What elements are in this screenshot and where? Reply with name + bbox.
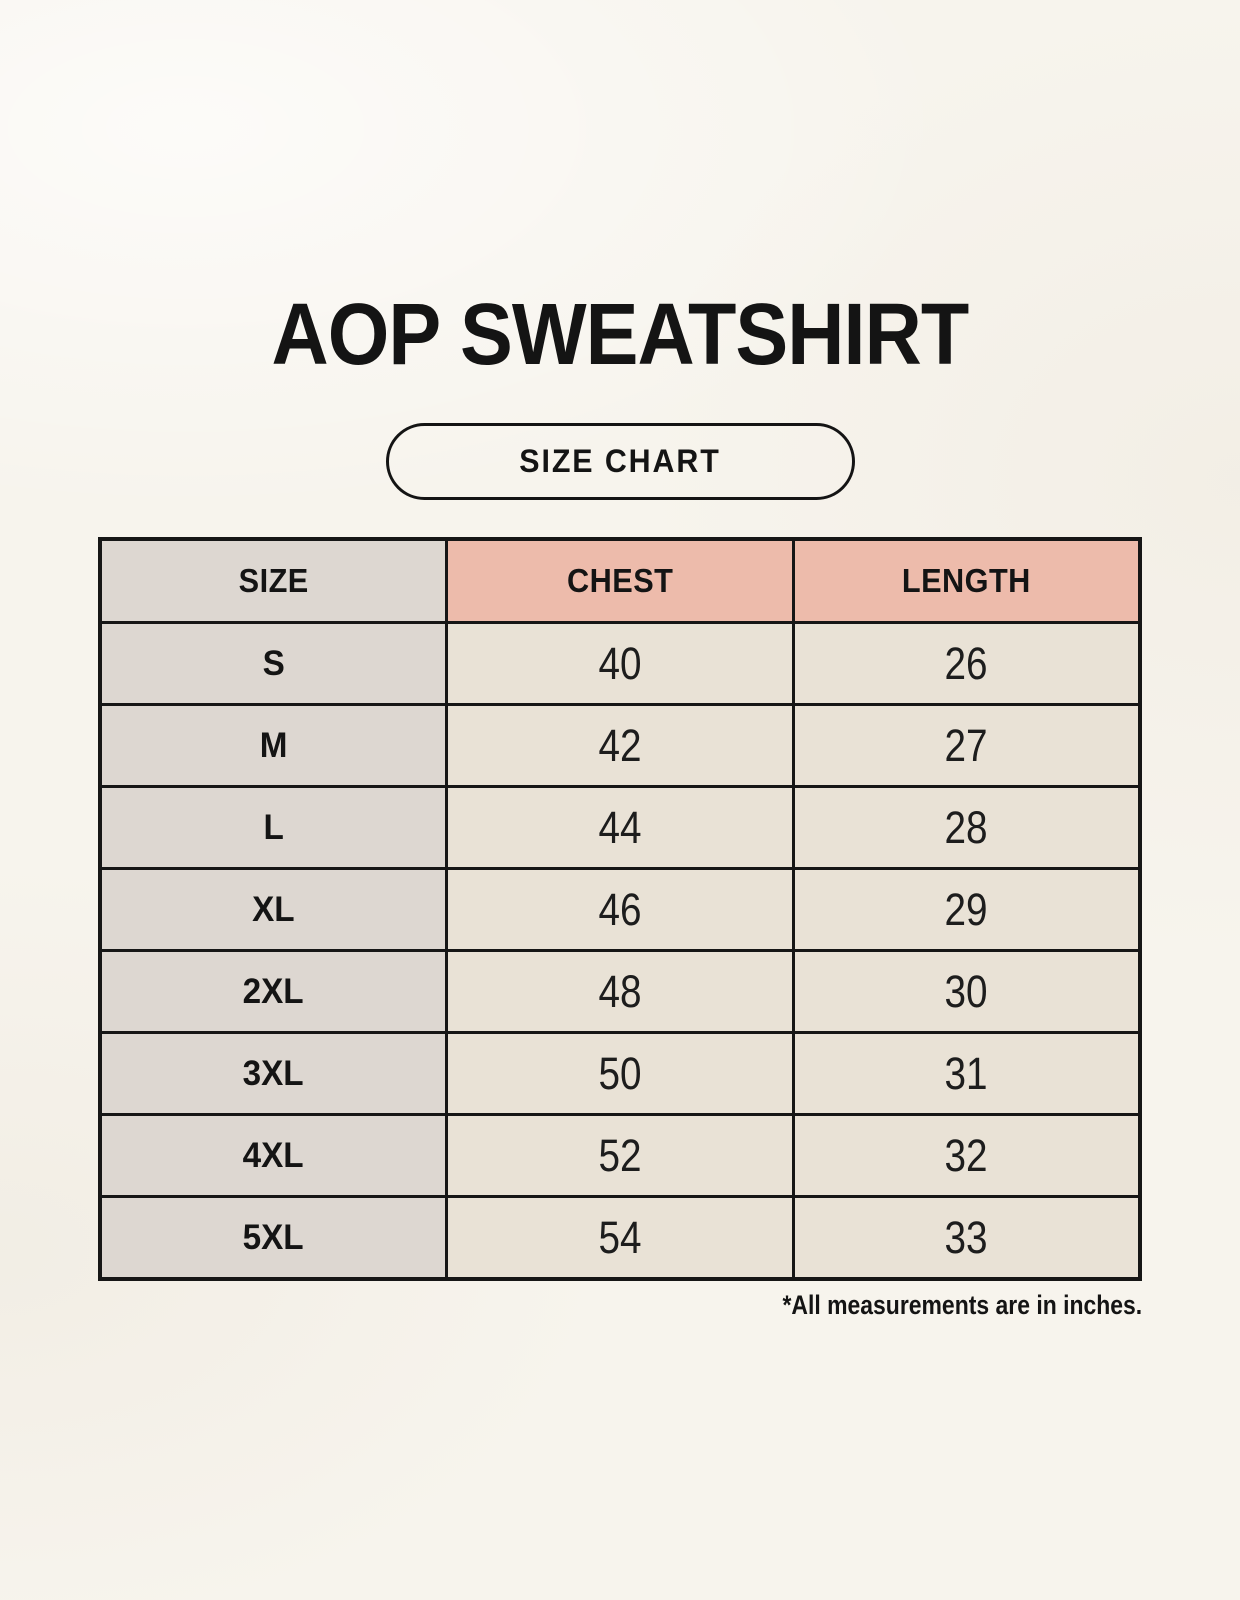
table-row-xl: XL 46 29 (98, 867, 1142, 952)
size-cell: XL (98, 867, 449, 952)
col-header-chest: CHEST (445, 537, 795, 624)
table-row-m: M 42 27 (98, 703, 1142, 788)
chest-cell: 42 (445, 703, 795, 788)
chest-cell: 50 (445, 1031, 795, 1116)
length-cell: 28 (791, 785, 1142, 870)
col-header-length: LENGTH (791, 537, 1142, 624)
table-row-l: L 44 28 (98, 785, 1142, 870)
measurements-footnote-text: *All measurements are in inches. (782, 1290, 1142, 1320)
chest-cell: 40 (445, 621, 795, 706)
table-row-s: S 40 26 (98, 621, 1142, 706)
size-cell: M (98, 703, 449, 788)
length-cell: 29 (791, 867, 1142, 952)
size-chart-badge-label: SIZE CHART (519, 443, 721, 479)
length-cell: 30 (791, 949, 1142, 1034)
table-header-row: SIZE CHEST LENGTH (98, 537, 1142, 624)
table-row-4xl: 4XL 52 32 (98, 1113, 1142, 1198)
col-header-size: SIZE (98, 537, 449, 624)
size-chart-badge: SIZE CHART (385, 423, 855, 500)
size-cell: S (98, 621, 449, 706)
chest-cell: 52 (445, 1113, 795, 1198)
length-cell: 26 (791, 621, 1142, 706)
measurements-footnote: *All measurements are in inches. (98, 1290, 1142, 1321)
size-cell: 4XL (98, 1113, 449, 1198)
size-cell: 2XL (98, 949, 449, 1034)
table-row-2xl: 2XL 48 30 (98, 949, 1142, 1034)
size-cell: 5XL (98, 1195, 449, 1281)
length-cell: 31 (791, 1031, 1142, 1116)
size-table: SIZE CHEST LENGTH S 40 26 M 42 27 L 44 2… (98, 537, 1142, 1281)
chest-cell: 48 (445, 949, 795, 1034)
length-cell: 33 (791, 1195, 1142, 1281)
chest-cell: 44 (445, 785, 795, 870)
table-row-3xl: 3XL 50 31 (98, 1031, 1142, 1116)
size-cell: 3XL (98, 1031, 449, 1116)
table-row-5xl: 5XL 54 33 (98, 1195, 1142, 1281)
page-title: AOP SWEATSHIRT (237, 291, 1003, 378)
length-cell: 27 (791, 703, 1142, 788)
chest-cell: 54 (445, 1195, 795, 1281)
page-title-text: AOP SWEATSHIRT (271, 286, 970, 383)
length-cell: 32 (791, 1113, 1142, 1198)
chest-cell: 46 (445, 867, 795, 952)
size-cell: L (98, 785, 449, 870)
